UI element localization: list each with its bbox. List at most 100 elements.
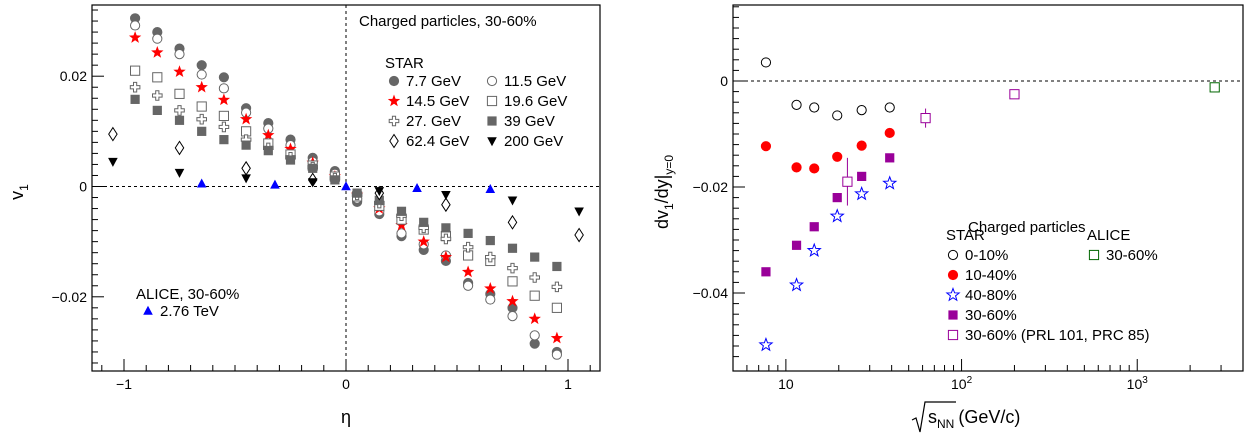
data-point [507,262,518,274]
legend-label: 39 GeV [504,113,555,130]
data-point [832,151,843,162]
sqrt-sign [911,401,956,433]
data-point [130,65,141,76]
data-point [263,146,273,156]
data-point [218,72,229,83]
data-point [507,276,518,287]
data-point [574,227,584,243]
data-point [130,20,141,31]
legend-marker [1088,249,1100,261]
left-chart-title: Charged particles, 30-60% [359,13,537,30]
right-data-points [758,57,1220,352]
legend-label: 19.6 GeV [504,93,567,110]
data-point [196,178,207,188]
left-data-points [108,13,584,360]
data-point [396,206,407,216]
legend-label: 30-60% [965,307,1017,324]
legend-label: 27. GeV [406,113,461,130]
data-point [195,80,208,93]
data-point [884,102,895,113]
data-point [507,243,518,253]
left-y-tick-label: 0.02 [60,68,87,84]
left-star-label: STAR [385,55,424,72]
data-point [196,69,207,80]
data-point [374,187,385,197]
right-y-tick-label: 0 [720,73,728,89]
left-x-tick-label: −1 [116,376,132,392]
data-point [857,171,867,181]
data-point [485,294,496,305]
right-x-axis-label: sNN (GeV/c) [911,401,1020,433]
right-y-axis-label: dv1/dy|y=0 [652,155,676,229]
data-point [174,105,185,116]
data-point [241,140,251,150]
left-x-axis-label: η [341,407,351,427]
data-point [152,90,163,101]
legend-marker [487,137,497,147]
data-point [174,168,185,178]
data-point [419,217,429,227]
left-x-tick-label: 0 [342,376,350,392]
data-point [856,140,867,151]
data-point [551,349,563,360]
data-point [218,121,230,133]
legend-marker [947,249,959,261]
data-point [352,188,362,198]
data-point [551,302,562,313]
left-x-tick-label: 1 [564,376,572,392]
data-point [128,31,142,43]
legend-marker [486,75,498,87]
legend-marker [387,94,401,107]
data-point [108,126,118,142]
data-point [284,142,297,155]
data-point [441,223,451,233]
data-point [219,135,229,145]
data-point [791,99,802,110]
data-point [856,105,867,116]
left-axis-ticks: −1 0 1 −0.02 0 0.02 [52,9,591,392]
data-point [788,277,805,292]
data-point [463,228,473,238]
data-point [262,128,275,141]
legend-marker [947,329,959,341]
legend-label: 62.4 GeV [406,133,469,150]
data-point [196,60,207,71]
legend-marker [389,133,399,149]
data-point [760,141,772,152]
data-point [341,181,351,191]
left-y-axis-label: v1 [7,184,31,200]
right-legend: 0-10% 10-40% 40-80% 30-60% 30-60% (PRL 101, … [945,247,1158,344]
data-point [550,331,564,344]
data-point [308,163,318,173]
data-point [791,240,802,250]
legend-label: 0-10% [965,247,1008,264]
right-chart: 10 102 103 −0.04 −0.02 0 sNN (GeV/c) dv1/dy|y=… [652,4,1244,433]
legend-marker [388,75,400,87]
data-point [574,207,584,217]
data-point [528,312,541,325]
data-point [884,127,895,139]
data-point [152,72,163,83]
data-point [307,178,318,188]
right-alice-label: ALICE [1087,227,1130,244]
data-point [396,228,407,239]
data-point [152,105,162,115]
data-point [174,140,185,156]
data-point [485,184,496,194]
right-chart-title: Charged particles [968,219,1086,236]
data-point [761,267,771,277]
data-point [506,294,519,307]
data-point [241,160,251,176]
data-point [885,153,895,163]
legend-label: 30-60% [1106,247,1158,264]
data-point [551,281,563,293]
right-y-tick-label: −0.02 [693,179,729,195]
data-point [152,33,163,44]
data-point [809,163,820,174]
data-point [241,174,251,184]
left-y-tick-label: −0.02 [52,289,88,305]
data-point [196,113,207,125]
data-point [173,65,186,78]
legend-label: 40-80% [965,287,1017,304]
